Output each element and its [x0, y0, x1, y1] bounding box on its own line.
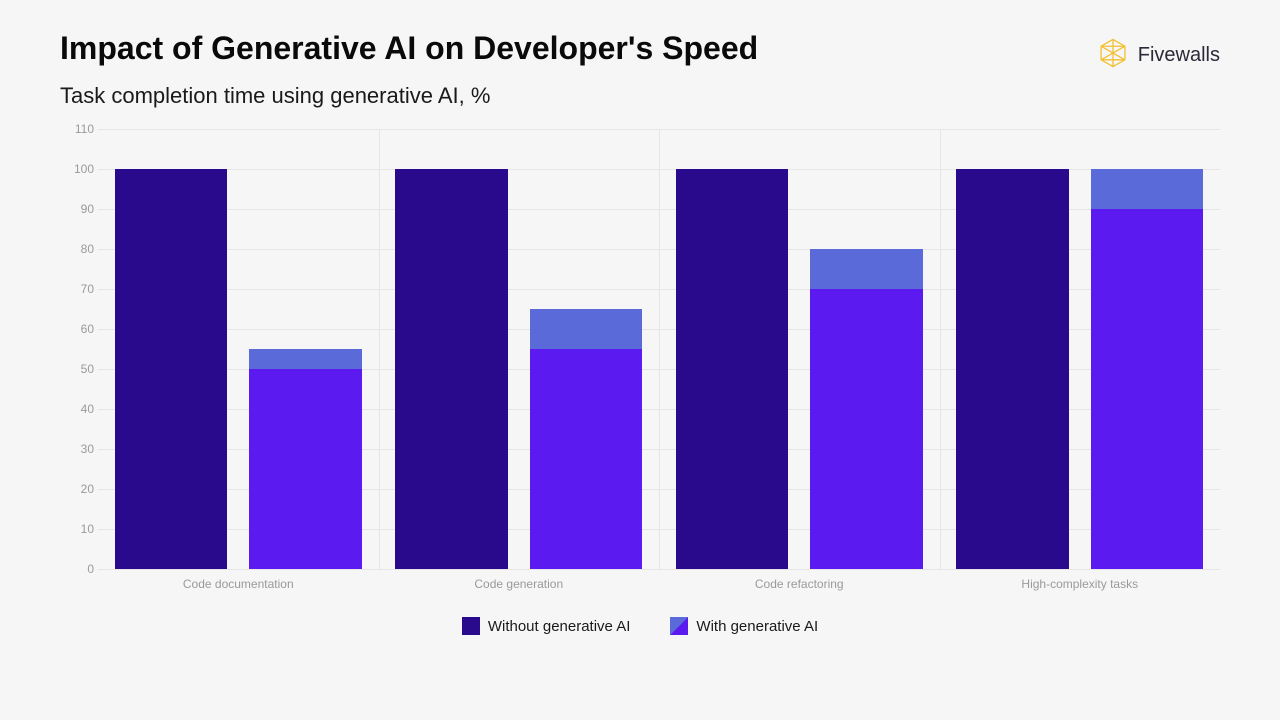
- y-tick-label: 50: [60, 362, 94, 376]
- x-tick-label: High-complexity tasks: [1021, 577, 1138, 591]
- polyhedron-icon: [1096, 36, 1130, 75]
- x-tick-label: Code documentation: [183, 577, 294, 591]
- brand: Fivewalls: [1096, 36, 1220, 75]
- y-tick-label: 40: [60, 402, 94, 416]
- y-tick-label: 0: [60, 562, 94, 576]
- legend-item-without-ai: Without generative AI: [462, 617, 631, 635]
- legend-swatch: [670, 617, 688, 635]
- y-tick-label: 80: [60, 242, 94, 256]
- header: Impact of Generative AI on Developer's S…: [60, 30, 1220, 109]
- legend-label: With generative AI: [696, 618, 818, 635]
- y-tick-label: 20: [60, 482, 94, 496]
- chart-title: Impact of Generative AI on Developer's S…: [60, 30, 758, 67]
- chart: 0102030405060708090100110 Code documenta…: [60, 129, 1220, 609]
- legend: Without generative AI With generative AI: [60, 617, 1220, 635]
- y-tick-label: 110: [60, 122, 94, 136]
- legend-swatch: [462, 617, 480, 635]
- y-tick-label: 70: [60, 282, 94, 296]
- x-tick-label: Code refactoring: [755, 577, 844, 591]
- brand-name: Fivewalls: [1138, 44, 1220, 67]
- chart-subtitle: Task completion time using generative AI…: [60, 83, 758, 109]
- legend-label: Without generative AI: [488, 618, 631, 635]
- y-tick-label: 10: [60, 522, 94, 536]
- legend-item-with-ai: With generative AI: [670, 617, 818, 635]
- x-tick-label: Code generation: [474, 577, 563, 591]
- x-axis-labels: Code documentation Code generation Code re…: [98, 129, 1220, 609]
- y-tick-label: 90: [60, 202, 94, 216]
- y-tick-label: 60: [60, 322, 94, 336]
- y-tick-label: 30: [60, 442, 94, 456]
- y-tick-label: 100: [60, 162, 94, 176]
- titles: Impact of Generative AI on Developer's S…: [60, 30, 758, 109]
